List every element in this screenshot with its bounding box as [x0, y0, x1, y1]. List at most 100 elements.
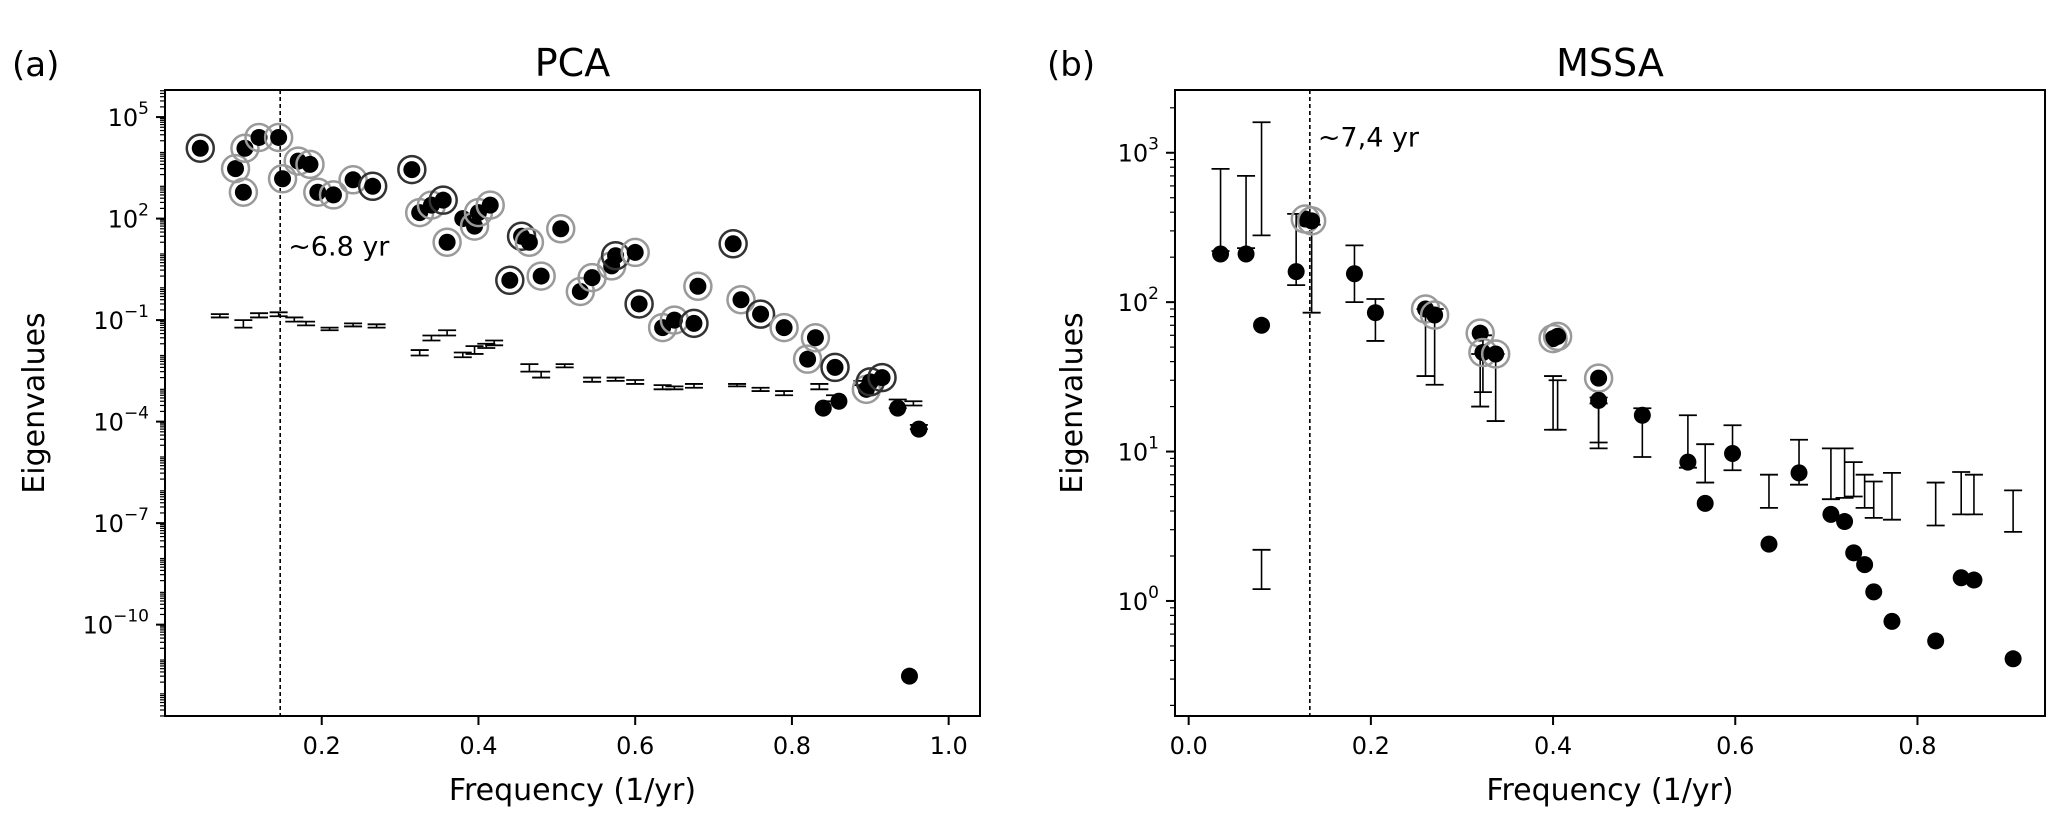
null-interval	[1821, 447, 1840, 501]
y-axis-label: Eigenvalues	[1055, 312, 1090, 493]
y-tick-label: 10−1	[93, 302, 149, 335]
null-interval	[1696, 443, 1715, 484]
data-point	[1836, 513, 1854, 531]
y-tick-exponent: 2	[138, 201, 149, 221]
data-point	[1952, 569, 1970, 587]
data-point	[514, 227, 545, 257]
y-tick-base: 10	[93, 307, 124, 335]
null-interval	[410, 349, 429, 357]
null-interval	[1926, 481, 1945, 527]
null-interval	[583, 376, 602, 383]
data-point	[185, 133, 216, 163]
null-interval	[728, 383, 747, 388]
y-tick-base: 10	[93, 510, 124, 538]
data-marker	[775, 319, 793, 337]
panel-letter: (b)	[1047, 45, 1095, 85]
data-marker	[1856, 556, 1874, 574]
y-tick-exponent: 5	[138, 99, 149, 119]
x-tick-label: 0.8	[773, 732, 811, 760]
data-marker	[1345, 265, 1363, 283]
significance-ring	[679, 308, 709, 339]
significance-ring	[1583, 363, 1614, 393]
data-point	[910, 420, 928, 438]
y-tick-exponent: −1	[124, 302, 149, 322]
data-marker	[301, 155, 319, 173]
data-marker	[481, 196, 499, 214]
significance-ring	[820, 352, 850, 383]
data-marker	[434, 191, 452, 209]
data-marker	[2004, 650, 2022, 668]
data-marker	[889, 399, 907, 417]
data-marker	[1865, 583, 1883, 601]
null-interval	[1544, 375, 1563, 431]
x-tick-label: 1.0	[930, 732, 968, 760]
data-marker	[583, 269, 601, 287]
significance-ring	[495, 265, 525, 296]
significance-ring	[624, 289, 654, 319]
significance-ring	[769, 312, 799, 343]
significance-ring	[867, 362, 897, 393]
data-marker	[1927, 632, 1945, 650]
data-point	[1480, 339, 1511, 369]
data-marker	[1287, 263, 1305, 281]
y-tick-base: 10	[108, 104, 139, 132]
significance-ring	[718, 229, 748, 259]
y-tick-exponent: −4	[124, 404, 149, 424]
data-marker	[324, 186, 342, 204]
significance-ring	[514, 227, 545, 257]
null-interval	[269, 311, 288, 318]
x-tick-label: 0.2	[303, 732, 341, 760]
null-interval	[1882, 471, 1901, 521]
null-interval	[1302, 223, 1321, 314]
period-annotation: ~7,4 yr	[1318, 123, 1420, 154]
data-point	[432, 227, 462, 257]
x-tick-label: 0.4	[459, 732, 497, 760]
y-tick-base: 10	[1118, 588, 1149, 616]
null-interval	[1759, 473, 1778, 509]
null-interval	[520, 363, 539, 373]
data-point	[718, 229, 748, 259]
data-point	[1296, 206, 1327, 236]
data-point	[338, 165, 368, 195]
y-tick-label: 10−7	[93, 505, 149, 538]
data-marker	[1760, 535, 1778, 553]
y-tick-base: 10	[108, 206, 139, 234]
data-marker	[1822, 505, 1840, 523]
null-interval	[1835, 447, 1854, 499]
null-interval	[684, 383, 703, 389]
y-tick-exponent: −7	[124, 505, 149, 525]
data-point	[1883, 612, 1901, 630]
data-point	[900, 667, 918, 685]
y-tick-base: 10	[1118, 140, 1149, 168]
null-interval	[606, 376, 625, 382]
data-marker	[830, 392, 848, 410]
data-marker	[532, 267, 550, 285]
null-interval	[626, 379, 645, 385]
y-tick-label: 102	[108, 201, 149, 234]
y-tick-exponent: 2	[1148, 284, 1159, 304]
null-interval	[234, 319, 253, 329]
chart-panel-pca: (a) PCA Frequency (1/yr) Eigenvalues 0.2 0.4 0…	[12, 41, 981, 808]
data-point	[318, 180, 349, 210]
data-point	[1253, 316, 1271, 334]
data-marker	[1965, 571, 1983, 589]
chart-panel-mssa: (b) MSSA Frequency (1/yr) Eigenvalues 0.0 0.2…	[1047, 41, 2046, 808]
data-marker	[607, 247, 625, 265]
data-point	[1724, 445, 1742, 463]
y-tick-exponent: 1	[1148, 434, 1159, 454]
data-marker	[250, 128, 268, 146]
data-marker	[873, 369, 891, 387]
data-marker	[274, 170, 292, 188]
plot-frame	[1174, 89, 2046, 717]
null-interval	[751, 386, 770, 392]
null-interval	[1952, 471, 1971, 516]
data-marker	[234, 183, 252, 201]
data-marker	[501, 271, 519, 289]
y-tick-label: 10−10	[83, 607, 149, 640]
y-tick-exponent: 0	[1148, 583, 1159, 603]
data-point	[1237, 245, 1255, 263]
data-marker	[236, 139, 254, 157]
data-marker	[1724, 445, 1742, 463]
data-marker	[799, 350, 817, 368]
data-point	[295, 149, 325, 180]
